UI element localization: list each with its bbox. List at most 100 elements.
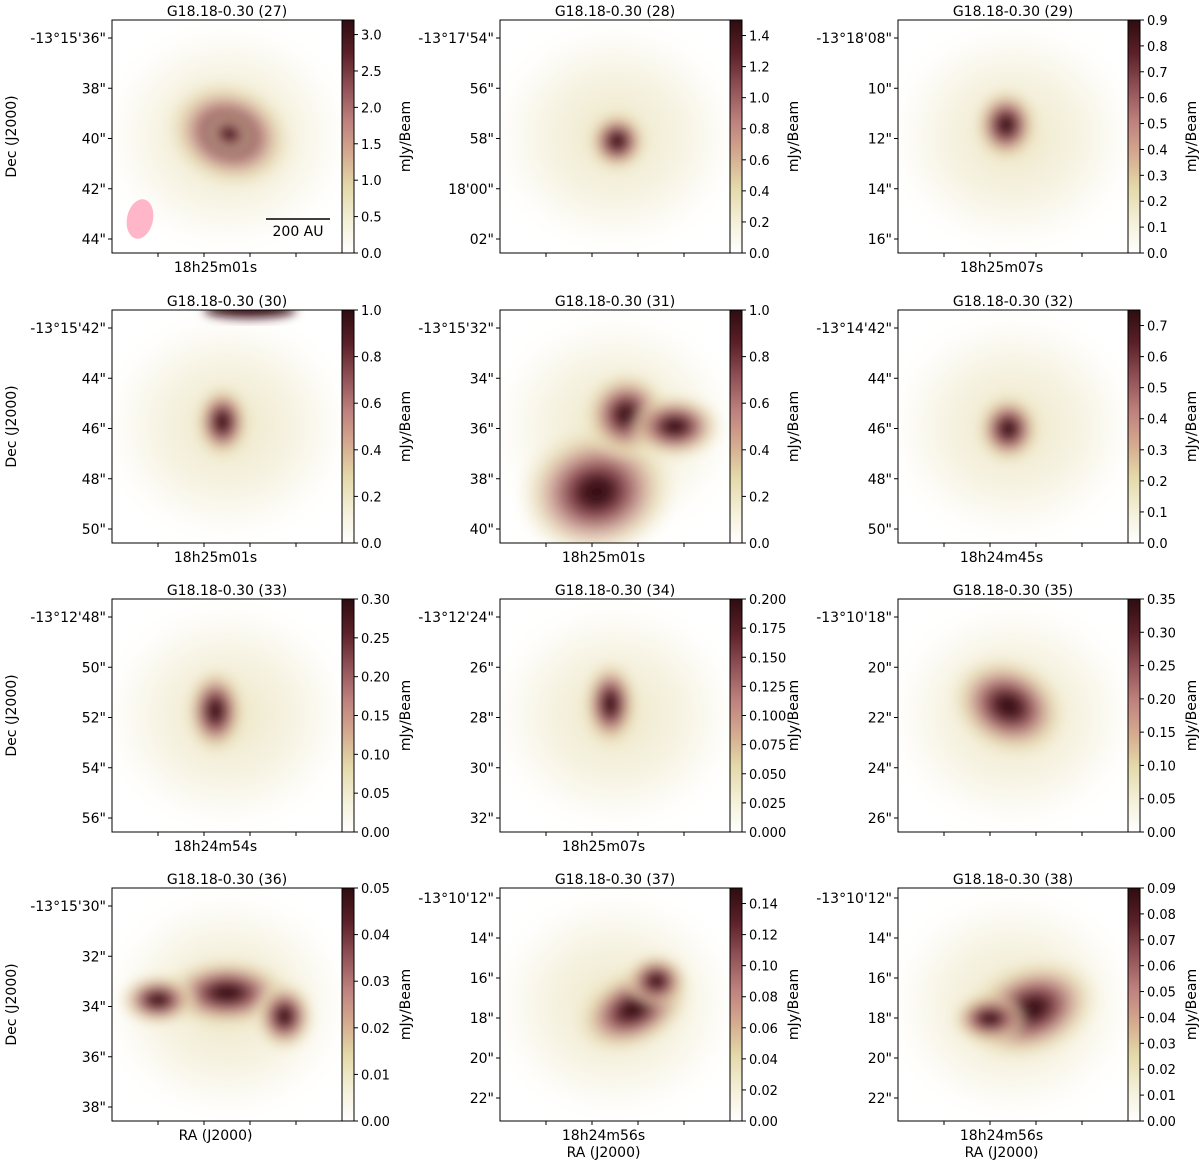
colorbar <box>341 598 355 833</box>
colorbar-tick-label: 1.0 <box>361 304 382 319</box>
colorbar-tick-label: 0.5 <box>1147 118 1168 133</box>
intensity-map <box>500 888 730 1121</box>
intensity-map <box>898 599 1128 832</box>
panel-28: G18.18-0.30 (28) -13°17'54" 56" 58" 18'00" 02… <box>418 4 802 262</box>
panel-title: G18.18-0.30 (37) <box>555 872 675 888</box>
panel-33: G18.18-0.30 (33) -13°12'48" 50" 52" 54" 56" 18… <box>4 583 414 855</box>
dec-tick-label: 38" <box>82 1100 106 1116</box>
colorbar <box>1127 309 1141 544</box>
dec-tick-label: 44" <box>82 371 106 387</box>
colorbar-label: mJy/Beam <box>398 101 414 172</box>
colorbar-tick-label: 0.00 <box>361 826 390 841</box>
intensity-map <box>500 20 730 253</box>
colorbar-tick-label: 0.00 <box>1147 1115 1176 1130</box>
panel-30: G18.18-0.30 (30) -13°15'42" 44" 46" 48" 50" 18… <box>4 294 414 566</box>
colorbar-tick-label: 0.35 <box>1147 593 1176 608</box>
dec-tick-label: 56" <box>82 811 106 827</box>
colorbar-tick-label: 1.0 <box>749 92 770 107</box>
colorbar-tick-label: 0.09 <box>1147 882 1176 897</box>
colorbar-tick-label: 0.8 <box>749 123 770 138</box>
colorbar <box>341 19 355 254</box>
dec-tick-label: -13°12'48" <box>30 610 106 626</box>
dec-tick-label: 26" <box>868 811 892 827</box>
colorbar-tick-label: 0.4 <box>749 444 770 459</box>
colorbar-tick-label: 0.05 <box>1147 793 1176 808</box>
dec-tick-label: 22" <box>868 711 892 727</box>
dec-tick-label: -13°10'12" <box>418 891 494 907</box>
y-axis-label: Dec (J2000) <box>4 385 20 467</box>
colorbar-tick-label: 0.0 <box>749 247 770 262</box>
dec-tick-label: 50" <box>82 522 106 538</box>
colorbar-tick-label: 0.7 <box>1147 66 1168 81</box>
dec-tick-label: -13°18'08" <box>816 31 892 47</box>
dec-tick-label: 22" <box>470 1091 494 1107</box>
colorbar-tick-label: 0.025 <box>749 797 786 812</box>
dec-tick-label: 46" <box>868 422 892 438</box>
colorbar-tick-label: 0.04 <box>1147 1011 1176 1026</box>
colorbar-tick-label: 1.4 <box>749 30 770 45</box>
colorbar-tick-label: 0.150 <box>749 651 786 666</box>
colorbar-tick-label: 0.8 <box>361 351 382 366</box>
colorbar-tick-label: 0.0 <box>1147 537 1168 552</box>
dec-tick-label: -13°12'24" <box>418 610 494 626</box>
colorbar-label: mJy/Beam <box>398 680 414 751</box>
colorbar-tick-label: 0.075 <box>749 739 786 754</box>
colorbar-label: mJy/Beam <box>1184 101 1200 172</box>
dec-tick-label: 12" <box>868 132 892 148</box>
colorbar-tick-label: 0.12 <box>749 929 778 944</box>
dec-tick-label: 14" <box>868 931 892 947</box>
dec-tick-label: 40" <box>82 132 106 148</box>
colorbar-tick-label: 0.2 <box>749 216 770 231</box>
colorbar-tick-label: 0.2 <box>749 490 770 505</box>
dec-tick-label: 48" <box>868 472 892 488</box>
colorbar-tick-label: 0.14 <box>749 898 778 913</box>
colorbar <box>729 19 743 254</box>
colorbar-tick-label: 0.1 <box>1147 221 1168 236</box>
emission-source <box>204 310 296 318</box>
intensity-map <box>898 310 1128 543</box>
colorbar-tick-label: 0.01 <box>1147 1089 1176 1104</box>
dec-tick-label: 32" <box>82 949 106 965</box>
colorbar-tick-label: 0.20 <box>1147 693 1176 708</box>
colorbar-tick-label: 0.05 <box>1147 986 1176 1001</box>
colorbar-tick-label: 0.2 <box>1147 475 1168 490</box>
dec-tick-label: 14" <box>470 931 494 947</box>
dec-tick-label: 34" <box>470 371 494 387</box>
colorbar-tick-label: 0.0 <box>1147 247 1168 262</box>
emission-source <box>252 978 317 1054</box>
emission-source <box>946 652 1071 761</box>
colorbar-tick-label: 0.02 <box>1147 1063 1176 1078</box>
dec-tick-label: 44" <box>82 232 106 248</box>
colorbar-tick-label: 1.2 <box>749 61 770 76</box>
colorbar-tick-label: 3.0 <box>361 29 382 44</box>
panel-title: G18.18-0.30 (32) <box>953 294 1073 310</box>
colorbar-tick-label: 0.01 <box>361 1068 390 1083</box>
colorbar-tick-label: 0.03 <box>361 975 390 990</box>
panel-title: G18.18-0.30 (38) <box>953 872 1073 888</box>
colorbar-tick-label: 1.0 <box>361 174 382 189</box>
dec-tick-label: -13°10'18" <box>816 610 892 626</box>
colorbar-tick-label: 0.20 <box>361 671 390 686</box>
dec-tick-label: 40" <box>470 522 494 538</box>
dec-tick-label: -13°15'36" <box>30 31 106 47</box>
colorbar-tick-label: 0.06 <box>749 1022 778 1037</box>
dec-tick-label: 28" <box>470 711 494 727</box>
colorbar-tick-label: 0.00 <box>749 1115 778 1130</box>
panel-31: G18.18-0.30 (31) -13°15'32" 34" 36" 38" 40" 18… <box>418 294 802 566</box>
dec-tick-label: 36" <box>470 422 494 438</box>
dec-tick-label: 36" <box>82 1050 106 1066</box>
dec-tick-label: -13°17'54" <box>418 31 494 47</box>
dec-tick-label: 58" <box>470 132 494 148</box>
colorbar-tick-label: 0.2 <box>361 490 382 505</box>
colorbar <box>1127 598 1141 833</box>
colorbar-tick-label: 0.6 <box>749 397 770 412</box>
panel-title: G18.18-0.30 (30) <box>167 294 287 310</box>
dec-tick-label: -13°15'30" <box>30 899 106 915</box>
colorbar-tick-label: 2.0 <box>361 101 382 116</box>
panel-38: G18.18-0.30 (38) -13°10'12" 14" 16" 18" 20" 22… <box>816 872 1200 1161</box>
emission-source <box>192 382 253 462</box>
emission-source <box>971 85 1041 165</box>
panel-title: G18.18-0.30 (29) <box>953 4 1073 20</box>
dec-tick-label: 52" <box>82 711 106 727</box>
